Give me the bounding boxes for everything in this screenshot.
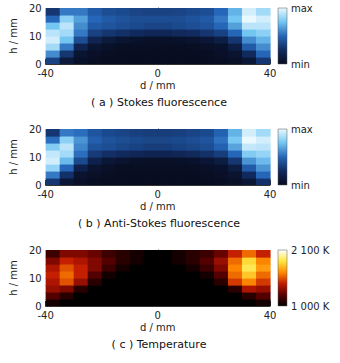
svg-text:40: 40 (264, 310, 277, 321)
svg-text:1 000 K: 1 000 K (291, 301, 330, 312)
svg-text:min: min (291, 180, 310, 191)
svg-text:-40: -40 (37, 189, 53, 200)
svg-text:0: 0 (155, 310, 161, 321)
svg-text:h / mm: h / mm (8, 139, 19, 175)
svg-text:0: 0 (35, 58, 42, 70)
svg-text:10: 10 (29, 273, 42, 284)
svg-text:2 100 K: 2 100 K (291, 245, 330, 256)
svg-text:d / mm: d / mm (140, 201, 176, 212)
svg-text:( c ) Temperature: ( c ) Temperature (112, 338, 207, 351)
svg-text:20: 20 (29, 3, 42, 14)
svg-text:10: 10 (29, 152, 42, 163)
svg-text:0: 0 (155, 189, 161, 200)
svg-text:10: 10 (29, 31, 42, 42)
svg-text:-40: -40 (37, 310, 53, 321)
svg-text:40: 40 (264, 68, 277, 79)
svg-text:-40: -40 (37, 68, 53, 79)
svg-text:0: 0 (155, 68, 161, 79)
svg-text:20: 20 (29, 245, 42, 256)
svg-text:40: 40 (264, 189, 277, 200)
svg-text:d / mm: d / mm (140, 322, 176, 333)
svg-text:0: 0 (35, 179, 42, 191)
svg-text:0: 0 (35, 300, 42, 312)
svg-text:d / mm: d / mm (140, 80, 176, 91)
svg-text:h / mm: h / mm (8, 18, 19, 54)
svg-text:h / mm: h / mm (8, 260, 19, 296)
svg-text:( b ) Anti-Stokes fluorescence: ( b ) Anti-Stokes fluorescence (78, 217, 240, 230)
svg-text:max: max (291, 124, 313, 135)
svg-text:( a ) Stokes fluorescence: ( a ) Stokes fluorescence (91, 96, 227, 109)
svg-text:min: min (291, 59, 310, 70)
svg-text:20: 20 (29, 124, 42, 135)
svg-text:max: max (291, 3, 313, 14)
